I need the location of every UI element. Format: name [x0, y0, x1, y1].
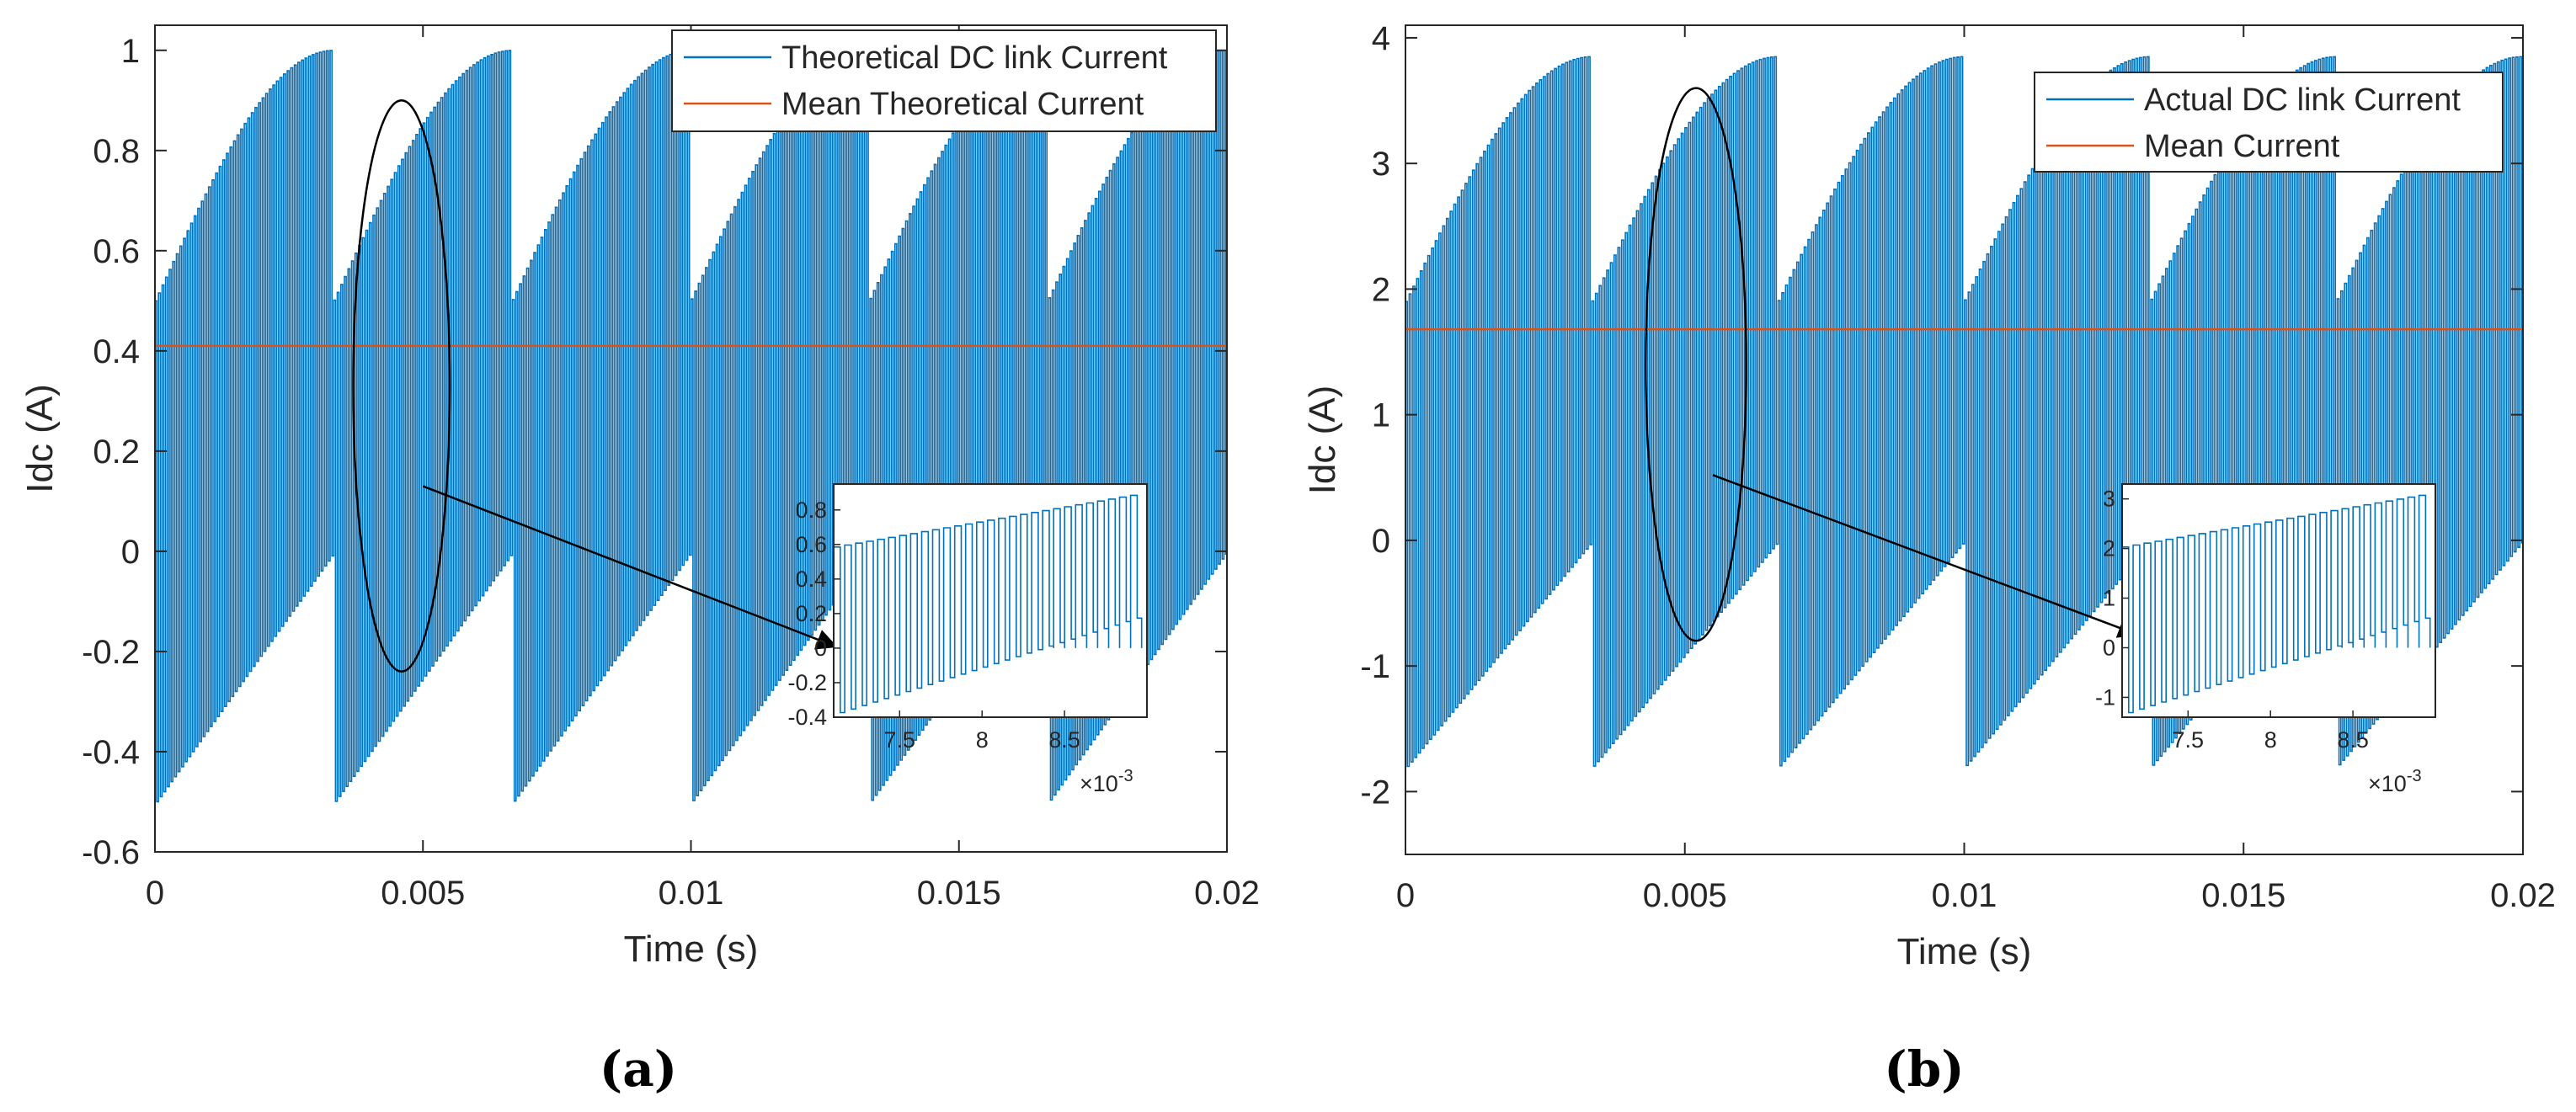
inset-exponent-label: ×10-3 [2368, 767, 2422, 796]
x-tick-label: 0.015 [2201, 877, 2285, 914]
legend: Theoretical DC link Current Mean Theoreti… [671, 29, 1217, 132]
panel-b-chart: 0 0.005 0.01 0.015 0.02 -2 -1 0 1 2 3 4 Time (s) Idc … [1302, 20, 2556, 1098]
inset-y-tick-label: 0 [814, 636, 827, 661]
inset-background [834, 484, 1147, 717]
panel-label: (b) [1884, 1040, 1964, 1098]
inset-y-tick-label: -1 [2095, 684, 2115, 710]
y-tick-label: 0.8 [93, 133, 140, 170]
highlight-ellipse [352, 99, 451, 673]
y-tick-label: 4 [1372, 20, 1390, 57]
inset-axes-box [2121, 483, 2436, 718]
x-axis-label: Time (s) [1897, 931, 2032, 972]
inset-y-tick-label: 0 [2103, 635, 2115, 660]
y-tick-label: -0.2 [82, 634, 140, 671]
zoom-arrow [422, 485, 838, 650]
panel-a-chart: 0 0.005 0.01 0.015 0.02 -0.6 -0.4 -0.2 0 0.2 0.4 0.… [19, 24, 1260, 1098]
inset-x-tick-label: 7.5 [2173, 727, 2205, 753]
y-tick-label: 0.6 [93, 233, 140, 270]
y-tick-label: 1 [1372, 397, 1390, 434]
y-tick-label: -2 [1360, 774, 1390, 811]
x-tick-label: 0 [146, 875, 164, 912]
x-tick-label: 0.02 [2490, 877, 2556, 914]
legend: Actual DC link Current Mean Current [2034, 72, 2504, 173]
inset-x-tick-label: 7.5 [884, 727, 916, 753]
inset-y-tick-label: 1 [2103, 586, 2115, 611]
legend-entry: Mean Current [2144, 129, 2340, 164]
x-tick-label: 0.01 [659, 875, 724, 912]
y-tick-label: 0.4 [93, 333, 140, 370]
y-tick-label: 3 [1372, 146, 1390, 183]
x-tick-label: 0 [1396, 877, 1415, 914]
inset-x-tick-label: 8.5 [1048, 727, 1080, 753]
y-tick-label: 0.2 [93, 434, 140, 471]
inset-signal-line [834, 494, 1143, 714]
inset-background [2122, 484, 2435, 717]
y-tick-label: -1 [1360, 648, 1390, 685]
legend-box [2034, 72, 2504, 173]
inset-y-tick-label: 2 [2103, 536, 2115, 561]
inset-y-tick-label: -0.2 [787, 670, 827, 695]
y-tick-label: -0.6 [82, 834, 140, 871]
y-tick-label: 0 [1372, 523, 1390, 560]
panel-label: (a) [600, 1040, 677, 1098]
y-tick-label: 0 [121, 534, 140, 571]
inset-y-tick-label: 0.2 [795, 601, 827, 626]
legend-entry: Actual DC link Current [2144, 82, 2461, 118]
inset-y-tick-label: -0.4 [787, 705, 827, 730]
y-tick-label: -0.4 [82, 734, 140, 771]
inset-y-tick-label: 0.8 [795, 497, 827, 523]
inset-x-tick-label: 8.5 [2337, 727, 2369, 753]
x-tick-label: 0.01 [1932, 877, 1997, 914]
x-axis-label: Time (s) [624, 928, 759, 970]
inset-x-tick-label: 8 [2264, 727, 2277, 753]
y-axis-label: Idc (A) [1302, 386, 1343, 495]
y-tick-label: 1 [121, 33, 140, 70]
x-tick-label: 0.005 [1643, 877, 1727, 914]
y-tick-label: 2 [1372, 271, 1390, 308]
legend-entry: Theoretical DC link Current [781, 40, 1168, 76]
zoom-arrow [1712, 474, 2140, 638]
x-tick-label: 0.015 [917, 875, 1001, 912]
x-tick-label: 0.005 [381, 875, 465, 912]
inset-y-tick-label: 0.6 [795, 532, 827, 557]
legend-box [671, 29, 1217, 132]
legend-entry: Mean Theoretical Current [781, 87, 1144, 122]
inset-x-tick-label: 8 [976, 727, 989, 753]
highlight-ellipse [1645, 87, 1747, 642]
x-tick-label: 0.02 [1194, 875, 1260, 912]
inset-y-tick-label: 0.4 [795, 567, 827, 592]
inset-chart: 7.5 8 8.5 -1 0 1 2 3 ×10-3 [2095, 483, 2436, 796]
inset-exponent-label: ×10-3 [1080, 767, 1133, 796]
inset-chart: 7.5 8 8.5 -0.4 -0.2 0 0.2 0.4 0.6 0.8 ×10-3 [787, 483, 1148, 796]
inset-y-tick-label: 3 [2103, 487, 2115, 512]
inset-axes-box [833, 483, 1148, 718]
y-axis-label: Idc (A) [19, 384, 61, 493]
inset-signal-line [2122, 494, 2431, 714]
